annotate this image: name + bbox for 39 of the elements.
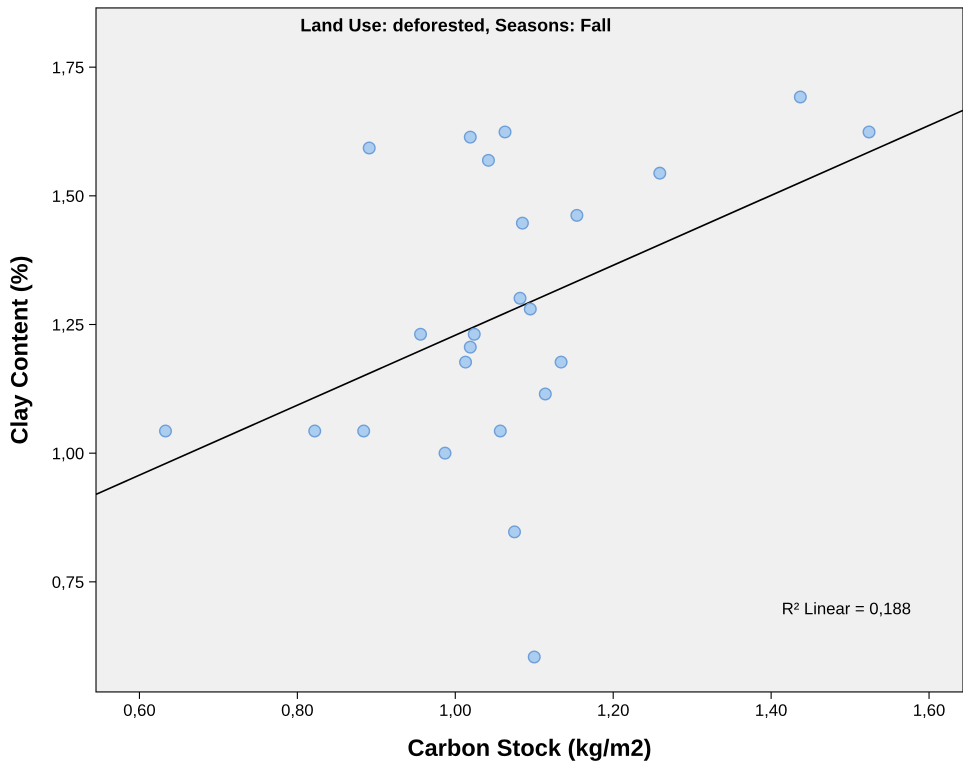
point xyxy=(438,446,452,460)
point xyxy=(357,424,370,438)
point xyxy=(158,424,172,438)
y-tick-label: 1,75 xyxy=(53,62,84,76)
point xyxy=(524,302,537,316)
point xyxy=(362,141,376,154)
y-axis-title: Clay Content (%) xyxy=(10,256,32,444)
x-axis-title: Carbon Stock (kg/m2) xyxy=(408,738,650,761)
point xyxy=(464,340,477,354)
point xyxy=(482,154,495,167)
y-tick-label: 0,75 xyxy=(52,576,84,590)
text: Land Use: deforested, Seasons: Fall xyxy=(302,18,610,34)
point xyxy=(653,166,666,180)
point xyxy=(308,424,322,438)
y-tick-label: 1,50 xyxy=(53,190,84,204)
annotation: R² Linear = 0,188 xyxy=(783,602,910,616)
y-tick-label: 1,00 xyxy=(53,448,84,462)
y-tick-label: 1,25 xyxy=(53,318,84,333)
point xyxy=(794,90,807,104)
x-tick-label: 0,60 xyxy=(124,704,156,718)
x-tick-label: 1,40 xyxy=(756,704,787,718)
point xyxy=(494,424,507,438)
point xyxy=(468,328,481,341)
point xyxy=(459,356,472,369)
point xyxy=(508,525,522,538)
point xyxy=(862,126,876,139)
point xyxy=(528,650,541,664)
point xyxy=(498,126,512,139)
point xyxy=(570,208,584,222)
x-tick-label: 1,20 xyxy=(598,704,629,718)
x-tick-label: 1,60 xyxy=(914,704,945,718)
point xyxy=(516,216,529,230)
point xyxy=(464,130,477,144)
x-tick-label: 1,00 xyxy=(440,704,471,718)
point xyxy=(414,328,428,341)
point xyxy=(538,387,552,400)
point xyxy=(514,292,527,305)
x-tick-label: 0,80 xyxy=(282,704,313,718)
point xyxy=(554,356,568,369)
